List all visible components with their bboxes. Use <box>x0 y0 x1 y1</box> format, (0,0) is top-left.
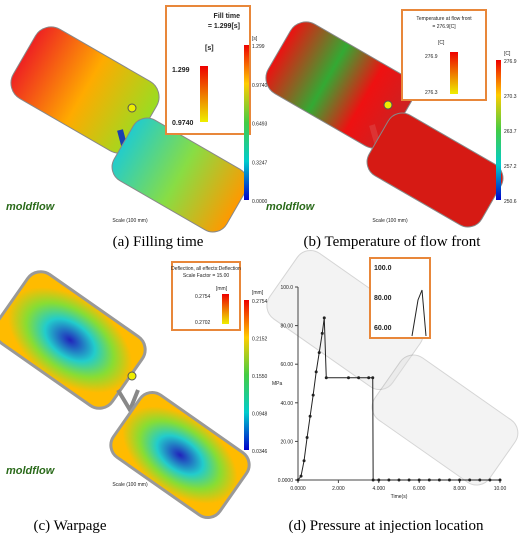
logo: moldflow <box>6 465 56 477</box>
point <box>387 479 390 482</box>
point <box>300 475 303 478</box>
logo: moldflow <box>6 201 56 213</box>
inset-min: 0.9740 <box>172 120 194 127</box>
point <box>297 479 300 482</box>
point <box>468 479 471 482</box>
point <box>367 376 370 379</box>
y-tick-label: 0.0000 <box>278 478 294 484</box>
point <box>488 479 491 482</box>
y-tick-label: 20.00 <box>280 439 293 445</box>
colorbar-label: 0.6493 <box>252 122 268 128</box>
panel-a: Fill time = 1.299[s] [s] 1.299 0.9740 [s… <box>4 6 258 250</box>
figure: Fill time = 1.299[s] [s] 1.299 0.9740 [s… <box>0 0 521 550</box>
inset-max: 0.2754 <box>195 294 211 300</box>
y-tick-label: 60.00 <box>280 362 293 368</box>
colorbar-label: 0.9740 <box>252 83 268 89</box>
point <box>318 351 321 354</box>
inset-unit: [mm] <box>216 286 228 292</box>
colorbar-label: 0.3247 <box>252 160 268 166</box>
point <box>428 479 431 482</box>
point <box>371 376 374 379</box>
point <box>478 479 481 482</box>
point <box>357 376 360 379</box>
colorbar-label: 0.0948 <box>252 412 268 418</box>
x-axis-label: Time(s) <box>391 494 408 500</box>
scale: Scale (100 mm) <box>372 218 408 224</box>
point <box>306 436 309 439</box>
y-axis-label: MPa <box>272 381 283 387</box>
point <box>377 479 380 482</box>
colorbar-label: 250.6 <box>504 199 517 205</box>
point <box>323 316 326 319</box>
colorbar-label: 0.0346 <box>252 449 268 455</box>
colorbar-unit: [s] <box>252 36 258 42</box>
point <box>408 479 411 482</box>
inset-min: 0.2702 <box>195 320 211 326</box>
x-tick-label: 4.000 <box>373 486 386 492</box>
point <box>321 332 324 335</box>
logo: moldflow <box>266 201 316 213</box>
caption: (c) Warpage <box>33 518 106 534</box>
inset-label: 100.0 <box>374 265 392 272</box>
scale: Scale (100 mm) <box>112 218 148 224</box>
panel-c: Deflection, all effects:Deflection Scale… <box>0 262 264 534</box>
point <box>315 370 318 373</box>
point <box>325 376 328 379</box>
caption: (b) Temperature of flow front <box>304 234 482 250</box>
point <box>458 479 461 482</box>
point <box>499 479 502 482</box>
x-tick-label: 10.00 <box>494 486 507 492</box>
inset-max: 276.9 <box>425 54 438 60</box>
point <box>303 459 306 462</box>
inset-unit: [s] <box>205 45 214 52</box>
colorbar-label: 0.1550 <box>252 374 268 380</box>
colorbar-label: 0.2152 <box>252 337 268 343</box>
x-tick-label: 0.0000 <box>290 486 306 492</box>
inset-label: 80.00 <box>374 295 392 302</box>
point <box>448 479 451 482</box>
inset-title: Temperature at flow front <box>416 16 472 22</box>
point <box>398 479 401 482</box>
x-tick-label: 6.000 <box>413 486 426 492</box>
panel-b: Temperature at flow front = 276.9[C] [C]… <box>259 10 511 250</box>
y-tick-label: 80.00 <box>280 324 293 330</box>
inset-title: Fill time <box>214 13 241 20</box>
point <box>347 376 350 379</box>
inset-title: Deflection, all effects:Deflection <box>171 266 241 272</box>
inset-max: 1.299 <box>172 67 190 74</box>
point <box>312 394 315 397</box>
inset-unit: [C] <box>438 40 445 46</box>
colorbar-unit: [mm] <box>252 290 264 296</box>
point <box>372 479 375 482</box>
caption: (a) Filling time <box>113 234 204 250</box>
panel-d: (d) Pressure at injection location 0.000… <box>261 244 521 534</box>
colorbar-label: 0.0000 <box>252 199 268 205</box>
inset-min: 276.3 <box>425 90 438 96</box>
colorbar-label: 270.3 <box>504 94 517 100</box>
point <box>438 479 441 482</box>
colorbar-label: 0.2754 <box>252 299 268 305</box>
point <box>418 479 421 482</box>
inset-value: = 276.9[C] <box>432 24 456 30</box>
colorbar-unit: [C] <box>504 51 511 57</box>
caption: (d) Pressure at injection location <box>289 518 484 534</box>
inset-value: Scale Factor = 15.00 <box>183 273 229 279</box>
colorbar-label: 276.9 <box>504 59 517 65</box>
point <box>309 415 312 418</box>
y-tick-label: 40.00 <box>280 401 293 407</box>
y-tick-label: 100.0 <box>280 285 293 291</box>
colorbar-label: 1.299 <box>252 44 265 50</box>
x-tick-label: 2.000 <box>332 486 345 492</box>
colorbar-label: 257.2 <box>504 164 517 170</box>
colorbar-label: 263.7 <box>504 129 517 135</box>
x-tick-label: 8.000 <box>453 486 466 492</box>
scale: Scale (100 mm) <box>112 482 148 488</box>
inset-value: = 1.299[s] <box>208 23 240 30</box>
inset-label: 60.00 <box>374 325 392 332</box>
